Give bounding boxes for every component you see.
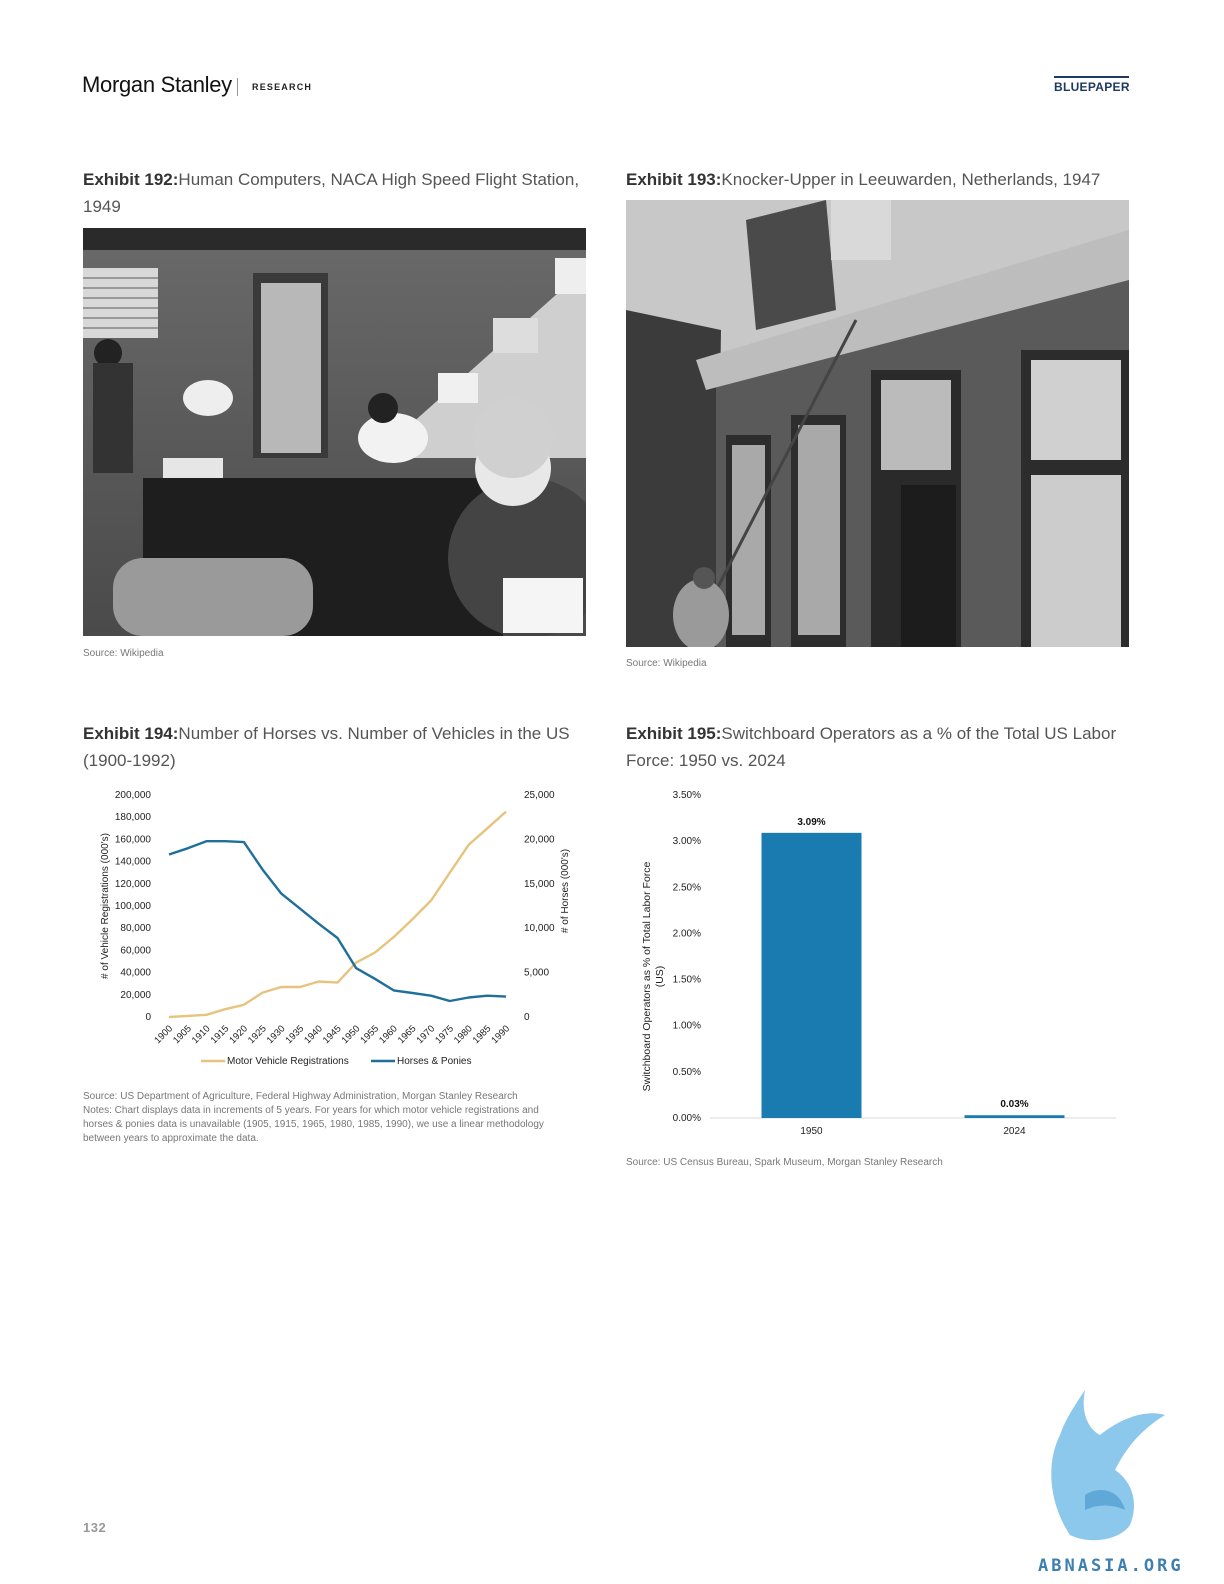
x-tick-label: 1915 [209,1023,232,1046]
exhibit-195-title: Exhibit 195:Switchboard Operators as a %… [626,720,1136,774]
exhibit-193-title: Exhibit 193:Knocker-Upper in Leeuwarden,… [626,166,1136,193]
x-category-label: 1950 [800,1126,823,1137]
exhibit-192-title: Exhibit 192:Human Computers, NACA High S… [83,166,593,220]
horses-ponies-line [168,840,507,1003]
left-y-tick-label: 120,000 [115,879,152,890]
griffin-watermark-icon [1051,1390,1165,1541]
x-tick-label: 1960 [377,1023,400,1046]
y-tick-label: 3.00% [673,836,701,847]
exhibit-194-label: Exhibit 194: [83,724,179,743]
x-tick-label: 1900 [152,1023,175,1046]
exhibit-192-photo [83,228,586,636]
y-tick-label: 3.50% [673,790,701,801]
x-tick-label: 1990 [489,1023,512,1046]
exhibit-195-label: Exhibit 195: [626,724,722,743]
exhibit-193-source: Source: Wikipedia [626,658,707,669]
watermark-text: ABNASIA.ORG [1038,1556,1184,1576]
x-tick-label: 1920 [227,1023,250,1046]
x-category-label: 2024 [1003,1126,1026,1137]
y-tick-label: 0.50% [673,1067,701,1078]
exhibit-195-source: Source: US Census Bureau, Spark Museum, … [626,1157,943,1168]
doc-type-label: BLUEPAPER [1054,80,1130,94]
right-y-tick-label: 0 [524,1012,530,1023]
legend-label: Motor Vehicle Registrations [227,1056,349,1067]
header-divider [237,78,238,96]
exhibit-194-notes-line-1: Notes: Chart displays data in increments… [83,1105,539,1116]
y-axis-title-line-2: (US) [654,966,666,988]
exhibit-192-label: Exhibit 192: [83,170,179,189]
x-tick-label: 1950 [340,1023,363,1046]
right-y-tick-label: 15,000 [524,879,555,890]
x-tick-label: 1945 [321,1023,344,1046]
x-tick-label: 1955 [358,1023,381,1046]
exhibit-194-notes-line-3: between years to approximate the data. [83,1133,259,1144]
x-tick-label: 1925 [246,1023,269,1046]
x-tick-label: 1905 [171,1023,194,1046]
right-y-tick-label: 10,000 [524,923,555,934]
bar-1950 [761,832,862,1118]
y-axis-title: Switchboard Operators as % of Total Labo… [641,861,666,1091]
x-tick-label: 1970 [415,1023,438,1046]
left-y-tick-label: 0 [145,1012,151,1023]
right-y-axis-title: # of Horses (000's) [560,849,571,933]
switchboard-operators-bar-chart: 0.00% 0.50% 1.00% 1.50% 2.00% 2.50% 3.00% 3.50%… [641,790,1116,1137]
y-axis-title-line-1: Switchboard Operators as % of Total Labo… [641,861,653,1091]
left-y-tick-label: 180,000 [115,812,152,823]
right-y-tick-label: 25,000 [524,790,555,801]
exhibit-194-source: Source: US Department of Agriculture, Fe… [83,1091,518,1102]
exhibit-192-source: Source: Wikipedia [83,648,164,659]
y-tick-label: 0.00% [673,1113,701,1124]
y-tick-label: 2.00% [673,928,701,939]
exhibit-194-title-text: Number of Horses vs. Number of Vehicles … [83,724,570,770]
exhibit-193-photo [626,200,1129,647]
left-y-tick-label: 20,000 [120,990,151,1001]
y-tick-label: 2.50% [673,882,701,893]
x-tick-label: 1985 [471,1023,494,1046]
exhibit-194-title: Exhibit 194:Number of Horses vs. Number … [83,720,593,774]
x-tick-label: 1940 [302,1023,325,1046]
exhibit-194-notes-line-2: horses & ponies data is unavailable (190… [83,1119,544,1130]
y-tick-label: 1.00% [673,1021,701,1032]
left-y-tick-label: 40,000 [120,968,151,979]
x-tick-label: 1975 [433,1023,456,1046]
exhibit-194-source-block: Source: US Department of Agriculture, Fe… [83,1090,593,1146]
left-y-tick-label: 80,000 [120,923,151,934]
bar-data-label: 3.09% [797,817,825,828]
left-y-tick-label: 60,000 [120,945,151,956]
left-y-tick-label: 100,000 [115,901,152,912]
right-y-tick-label: 20,000 [524,834,555,845]
left-y-tick-label: 160,000 [115,834,152,845]
right-y-tick-label: 5,000 [524,968,549,979]
doc-type-underline [1054,76,1129,78]
x-tick-label: 1935 [283,1023,306,1046]
motor-vehicle-line [168,810,507,1019]
horses-vs-vehicles-line-chart: 0 20,000 40,000 60,000 80,000 100,000 120,000 1… [100,790,571,1067]
exhibit-195-title-text: Switchboard Operators as a % of the Tota… [626,724,1117,770]
building-photo-illustration [626,200,1129,647]
bar-2024 [964,1115,1065,1118]
header-section-label: RESEARCH [252,82,313,92]
y-tick-label: 1.50% [673,975,701,986]
left-y-tick-label: 140,000 [115,857,152,868]
left-y-tick-label: 200,000 [115,790,152,801]
brand-logo: Morgan Stanley [82,72,232,97]
x-tick-label: 1930 [265,1023,288,1046]
exhibit-193-title-text: Knocker-Upper in Leeuwarden, Netherlands… [721,170,1101,189]
page-number: 132 [83,1520,107,1535]
legend-label: Horses & Ponies [397,1056,471,1067]
exhibit-192-title-text: Human Computers, NACA High Speed Flight … [83,170,580,216]
x-tick-label: 1910 [190,1023,213,1046]
x-tick-label: 1980 [452,1023,475,1046]
exhibit-193-label: Exhibit 193: [626,170,722,189]
left-y-axis-title: # of Vehicle Registrations (000's) [100,833,111,979]
bar-data-label: 0.03% [1000,1099,1028,1110]
office-photo-illustration [83,228,586,636]
x-tick-label: 1965 [396,1023,419,1046]
